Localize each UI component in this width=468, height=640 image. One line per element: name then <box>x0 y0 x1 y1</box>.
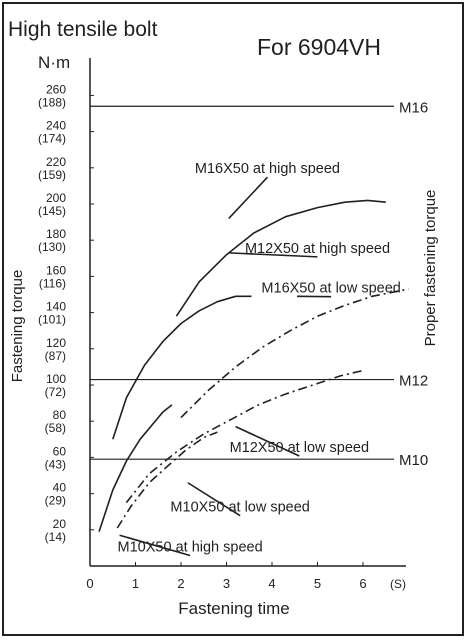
y-tick-label: 200 <box>46 191 66 205</box>
series-label-m10x50-at-high-speed: M10X50 at high speed <box>118 540 263 556</box>
reference-label-m16: M16 <box>399 99 428 116</box>
y-unit-label: N·m <box>38 53 70 72</box>
chart-title: High tensile bolt <box>8 18 158 41</box>
y-tick-sublabel: (174) <box>38 132 66 146</box>
y-tick-label: 140 <box>46 300 66 314</box>
series-pointer-m10x50-at-low-speed <box>187 482 241 517</box>
y-tick-sublabel: (58) <box>45 421 66 435</box>
y-tick-label: 60 <box>53 444 67 458</box>
series-label-m10x50-at-low-speed: M10X50 at low speed <box>170 500 309 516</box>
chart-subtitle: For 6904VH <box>257 34 381 60</box>
y-tick-label: 220 <box>46 155 66 169</box>
y-tick-sublabel: (87) <box>45 349 66 363</box>
reference-label-m10: M10 <box>399 452 428 469</box>
reference-lines: M16 M12 M10 <box>90 99 428 469</box>
y-tick-sublabel: (43) <box>45 457 66 471</box>
right-axis-title: Proper fastening torque <box>422 190 439 347</box>
x-tick-label: 2 <box>177 576 184 591</box>
x-tick-label: 6 <box>359 576 366 591</box>
series-label-m16x50-at-high-speed: M16X50 at high speed <box>195 161 340 177</box>
reference-label-m12: M12 <box>399 373 428 390</box>
series-m10x50-at-low-speed <box>116 431 218 529</box>
x-axis-title: Fastening time <box>178 599 290 618</box>
y-tick-sublabel: (188) <box>38 95 66 109</box>
x-tick-label: 0 <box>86 576 93 591</box>
series-m12x50-at-low-speed <box>125 369 364 504</box>
y-tick-label: 240 <box>46 119 66 133</box>
y-tick-label: 160 <box>46 263 66 277</box>
y-tick-label: 120 <box>46 336 66 350</box>
series-pointer-m12x50-at-low-speed <box>235 425 300 457</box>
y-tick-label: 260 <box>46 82 66 96</box>
y-tick-sublabel: (116) <box>39 276 66 290</box>
series-pointer-m12x50-at-high-speed <box>228 252 318 258</box>
x-unit-label: (S) <box>390 577 406 591</box>
y-tick-sublabel: (29) <box>45 494 66 508</box>
y-ticks: 260(188) 240(174) 220(159) 200(145) 180(130)… <box>38 82 94 544</box>
y-tick-sublabel: (101) <box>38 313 66 327</box>
x-tick-label: 3 <box>223 576 230 591</box>
series-m12x50-at-high-speed <box>112 295 252 440</box>
x-tick-label: 1 <box>132 576 139 591</box>
x-tick-label: 5 <box>314 576 321 591</box>
series-label-m12x50-at-high-speed: M12X50 at high speed <box>245 241 390 257</box>
series-pointer-m16x50-at-high-speed <box>228 176 269 220</box>
series-pointer-m10x50-at-high-speed <box>119 534 191 557</box>
y-tick-sublabel: (145) <box>38 204 66 218</box>
series-m16x50-at-high-speed <box>175 199 386 317</box>
series-label-m16x50-at-low-speed: M16X50 at low speed <box>261 281 400 297</box>
y-tick-label: 180 <box>46 227 66 241</box>
x-ticks: 0 1 2 3 4 5 6 <box>86 562 367 591</box>
series-label-m12x50-at-low-speed: M12X50 at low speed <box>230 440 369 456</box>
y-tick-label: 100 <box>46 372 66 386</box>
y-tick-sublabel: (72) <box>45 385 66 399</box>
y-tick-label: 20 <box>53 517 67 531</box>
chart-frame: High tensile bolt For 6904VH N·m Fasteni… <box>2 2 464 636</box>
y-axis-title: Fastening torque <box>9 270 26 383</box>
y-tick-sublabel: (14) <box>45 530 66 544</box>
y-tick-label: 80 <box>53 408 67 422</box>
torque-chart: High tensile bolt For 6904VH N·m Fasteni… <box>8 18 439 618</box>
series-group: M16X50 at high speed M12X50 at high speed… <box>98 161 409 557</box>
y-tick-label: 40 <box>53 481 67 495</box>
y-tick-sublabel: (159) <box>38 168 66 182</box>
x-tick-label: 4 <box>268 576 275 591</box>
y-tick-sublabel: (130) <box>38 240 66 254</box>
series-m16x50-at-low-speed <box>180 288 409 419</box>
series-m10x50-at-high-speed <box>98 404 173 532</box>
